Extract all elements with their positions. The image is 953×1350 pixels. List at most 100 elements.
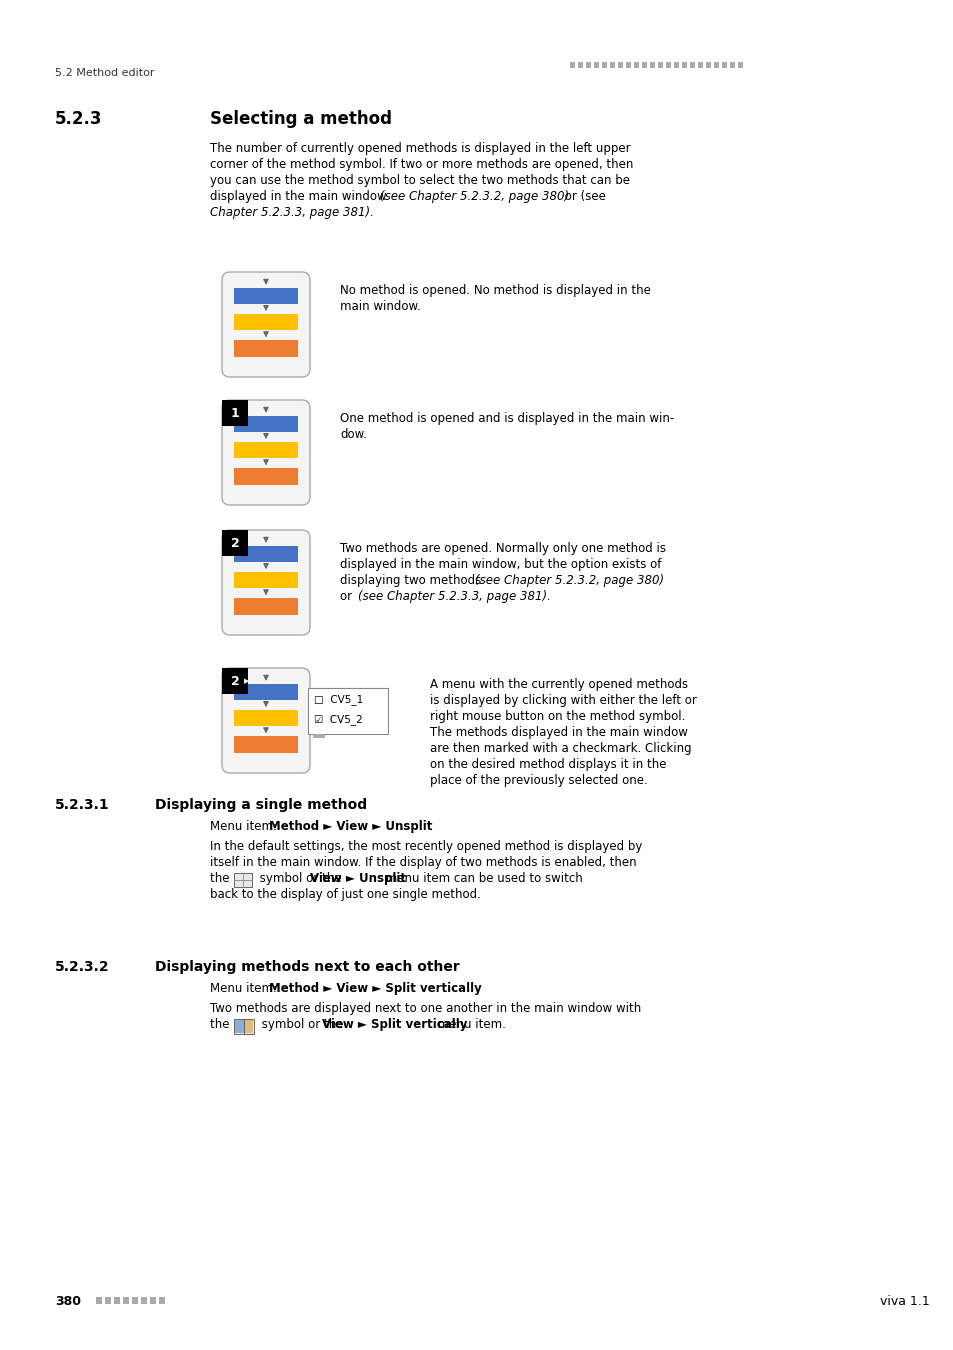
Text: 5.2.3.2: 5.2.3.2 xyxy=(55,960,110,973)
Text: 380: 380 xyxy=(55,1295,81,1308)
Text: on the desired method displays it in the: on the desired method displays it in the xyxy=(430,757,666,771)
Bar xyxy=(233,1019,253,1034)
Bar xyxy=(641,62,646,68)
Bar xyxy=(234,441,297,458)
Text: main window.: main window. xyxy=(339,300,420,313)
Text: Method ► View ► Split vertically: Method ► View ► Split vertically xyxy=(269,981,481,995)
Bar xyxy=(234,710,297,726)
Text: 5.2 Method editor: 5.2 Method editor xyxy=(55,68,154,78)
Bar xyxy=(601,62,606,68)
Bar xyxy=(234,598,297,614)
Bar xyxy=(141,1297,147,1304)
Bar xyxy=(713,62,719,68)
Text: displayed in the main window, but the option exists of: displayed in the main window, but the op… xyxy=(339,558,660,571)
Bar xyxy=(585,62,590,68)
Bar xyxy=(649,62,655,68)
Bar xyxy=(729,62,734,68)
Text: View ► Unsplit: View ► Unsplit xyxy=(310,872,406,886)
Text: Displaying methods next to each other: Displaying methods next to each other xyxy=(154,960,459,973)
Bar xyxy=(245,1021,253,1033)
Bar xyxy=(96,1297,102,1304)
Text: 1: 1 xyxy=(231,406,239,420)
Text: Two methods are displayed next to one another in the main window with: Two methods are displayed next to one an… xyxy=(210,1002,640,1015)
Text: the: the xyxy=(210,1018,233,1031)
Bar xyxy=(689,62,695,68)
FancyBboxPatch shape xyxy=(222,271,310,377)
Bar xyxy=(234,545,297,562)
Bar xyxy=(105,1297,111,1304)
Text: A menu with the currently opened methods: A menu with the currently opened methods xyxy=(430,678,687,691)
Bar xyxy=(132,1297,138,1304)
Bar xyxy=(234,736,297,752)
Bar xyxy=(625,62,630,68)
Bar xyxy=(721,62,726,68)
Bar xyxy=(618,62,622,68)
Text: Menu item:: Menu item: xyxy=(210,819,280,833)
Text: are then marked with a checkmark. Clicking: are then marked with a checkmark. Clicki… xyxy=(430,743,691,755)
Bar xyxy=(665,62,670,68)
Text: the: the xyxy=(210,872,233,886)
Text: or (see: or (see xyxy=(560,190,605,202)
Bar xyxy=(234,572,297,589)
FancyBboxPatch shape xyxy=(222,531,310,634)
Bar xyxy=(234,288,297,304)
Text: No method is opened. No method is displayed in the: No method is opened. No method is displa… xyxy=(339,284,650,297)
FancyBboxPatch shape xyxy=(222,400,310,505)
Bar xyxy=(313,734,325,738)
Text: itself in the main window. If the display of two methods is enabled, then: itself in the main window. If the displa… xyxy=(210,856,636,869)
Bar xyxy=(234,468,297,485)
Text: Two methods are opened. Normally only one method is: Two methods are opened. Normally only on… xyxy=(339,541,665,555)
Bar xyxy=(234,1021,244,1033)
Bar xyxy=(150,1297,156,1304)
Text: menu item can be used to switch: menu item can be used to switch xyxy=(381,872,582,886)
Text: Method ► View ► Unsplit: Method ► View ► Unsplit xyxy=(269,819,432,833)
Bar xyxy=(673,62,679,68)
Bar xyxy=(234,683,297,701)
Text: (see Chapter 5.2.3.2, page 380): (see Chapter 5.2.3.2, page 380) xyxy=(379,190,568,202)
Bar xyxy=(234,315,297,331)
Text: (see Chapter 5.2.3.3, page 381).: (see Chapter 5.2.3.3, page 381). xyxy=(357,590,550,603)
Text: 5.2.3: 5.2.3 xyxy=(55,109,102,128)
Bar xyxy=(578,62,582,68)
Bar xyxy=(234,340,297,356)
Text: displayed in the main window: displayed in the main window xyxy=(210,190,390,202)
Text: displaying two methods: displaying two methods xyxy=(339,574,484,587)
Text: right mouse button on the method symbol.: right mouse button on the method symbol. xyxy=(430,710,684,724)
Text: you can use the method symbol to select the two methods that can be: you can use the method symbol to select … xyxy=(210,174,629,188)
Bar xyxy=(705,62,710,68)
Text: dow.: dow. xyxy=(339,428,367,441)
Text: 5.2.3.1: 5.2.3.1 xyxy=(55,798,110,811)
FancyBboxPatch shape xyxy=(222,668,310,774)
Text: symbol or the: symbol or the xyxy=(255,872,345,886)
Text: (see Chapter 5.2.3.2, page 380): (see Chapter 5.2.3.2, page 380) xyxy=(474,574,663,587)
Text: ▶: ▶ xyxy=(244,678,250,684)
Bar xyxy=(681,62,686,68)
Text: ☑  CV5_2: ☑ CV5_2 xyxy=(314,714,362,725)
Text: viva 1.1: viva 1.1 xyxy=(879,1295,929,1308)
Text: Chapter 5.2.3.3, page 381).: Chapter 5.2.3.3, page 381). xyxy=(210,207,374,219)
Text: 2: 2 xyxy=(231,675,239,687)
Bar xyxy=(222,531,248,556)
Text: Displaying a single method: Displaying a single method xyxy=(154,798,367,811)
Text: □  CV5_1: □ CV5_1 xyxy=(314,694,363,705)
Text: or: or xyxy=(339,590,355,603)
Text: Menu item:: Menu item: xyxy=(210,981,280,995)
Text: back to the display of just one single method.: back to the display of just one single m… xyxy=(210,888,480,900)
Text: corner of the method symbol. If two or more methods are opened, then: corner of the method symbol. If two or m… xyxy=(210,158,633,171)
Text: 2: 2 xyxy=(231,537,239,549)
Bar xyxy=(123,1297,129,1304)
Bar xyxy=(634,62,639,68)
Bar xyxy=(113,1297,120,1304)
Bar xyxy=(234,416,297,432)
Bar xyxy=(698,62,702,68)
Text: menu item.: menu item. xyxy=(434,1018,505,1031)
Bar xyxy=(233,873,252,887)
Bar xyxy=(222,400,248,427)
Text: Selecting a method: Selecting a method xyxy=(210,109,392,128)
Bar xyxy=(658,62,662,68)
Text: View ► Split vertically: View ► Split vertically xyxy=(322,1018,467,1031)
Text: One method is opened and is displayed in the main win-: One method is opened and is displayed in… xyxy=(339,412,674,425)
Bar xyxy=(222,668,248,694)
Bar xyxy=(159,1297,165,1304)
Bar xyxy=(738,62,742,68)
